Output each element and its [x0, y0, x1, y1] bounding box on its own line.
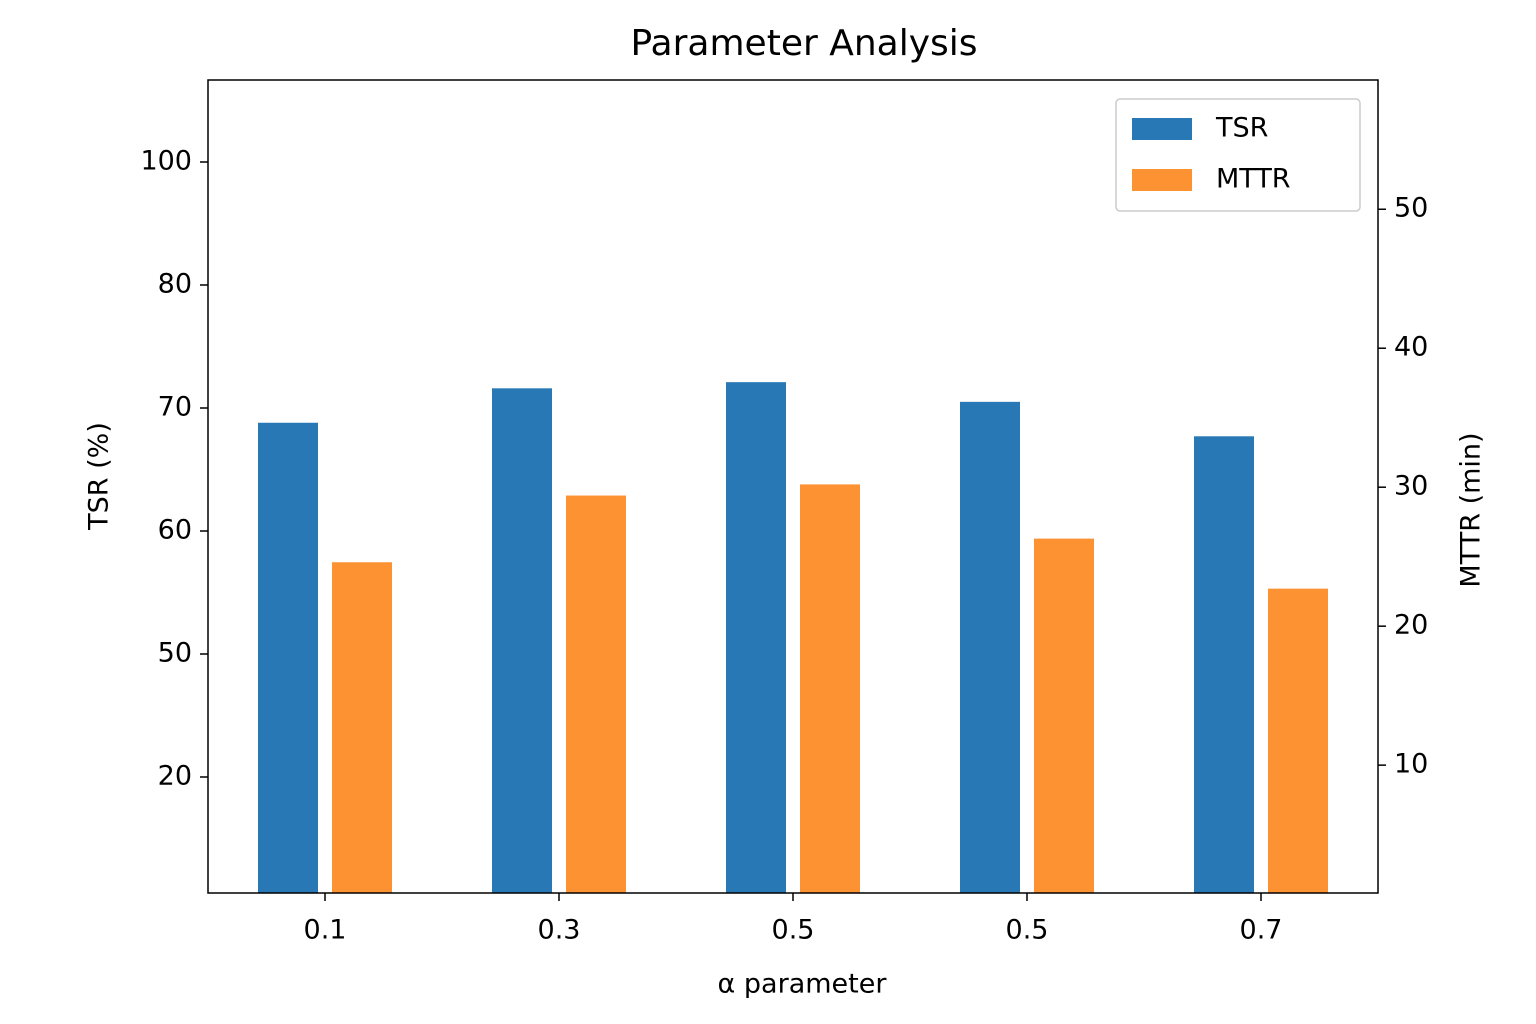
bar: [492, 388, 552, 893]
bar: [258, 422, 318, 893]
bar: [566, 495, 626, 893]
y2-tick-label: 50: [1394, 193, 1428, 224]
x-tick-label: 0.5: [1006, 915, 1049, 946]
y-tick-label: 60: [158, 515, 192, 546]
bar: [960, 401, 1020, 893]
y-tick-label: 80: [158, 269, 192, 300]
y-tick-label: 100: [140, 146, 192, 177]
bar: [726, 382, 786, 893]
y-tick-label: 50: [158, 638, 192, 669]
x-tick-label: 0.1: [304, 915, 347, 946]
x-axis-label: α parameter: [718, 969, 888, 1000]
legend-swatch: [1132, 118, 1192, 140]
x-tick-label: 0.3: [538, 915, 581, 946]
chart-title: Parameter Analysis: [630, 23, 977, 64]
x-tick-label: 0.5: [772, 915, 815, 946]
y-tick-label: 70: [158, 392, 192, 423]
bar: [1034, 538, 1094, 893]
legend-swatch: [1132, 169, 1192, 191]
legend-label: TSR: [1215, 113, 1268, 144]
bar: [800, 484, 860, 893]
bar: [1268, 588, 1328, 893]
y-tick-label: 20: [158, 761, 192, 792]
x-tick-label: 0.7: [1240, 915, 1283, 946]
y2-tick-label: 10: [1394, 749, 1428, 780]
y2-tick-label: 40: [1394, 332, 1428, 363]
y2-tick-label: 20: [1394, 610, 1428, 641]
y-axis-label: TSR (%): [84, 422, 115, 531]
plot-frame: [207, 79, 1379, 894]
y2-axis-label: MTTR (min): [1456, 432, 1487, 587]
legend-label: MTTR: [1216, 164, 1291, 195]
bar: [1194, 436, 1254, 893]
y2-tick-label: 30: [1394, 471, 1428, 502]
bar: [332, 562, 392, 893]
